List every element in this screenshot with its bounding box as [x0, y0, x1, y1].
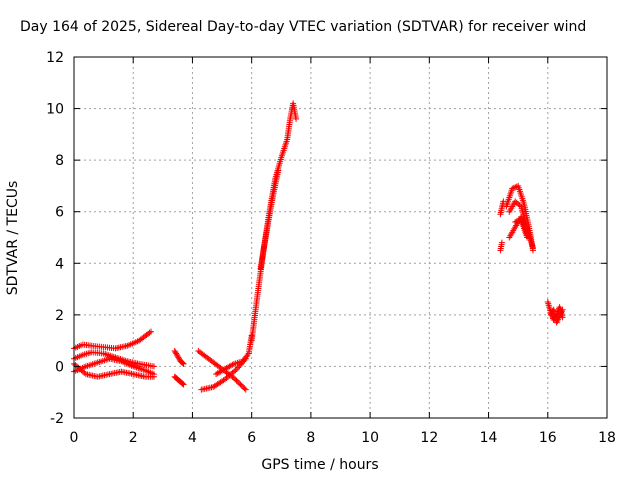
data-point	[176, 355, 183, 362]
chart-title: Day 164 of 2025, Sidereal Day-to-day VTE…	[20, 19, 587, 35]
data-point	[78, 367, 85, 374]
data-point	[171, 347, 178, 354]
data-point	[510, 184, 517, 191]
x-tick-label: 6	[247, 430, 256, 446]
y-tick-label: 8	[55, 153, 64, 169]
data-point	[224, 373, 231, 380]
data-point	[173, 351, 180, 358]
data-point	[235, 364, 242, 371]
data-point	[293, 115, 300, 122]
data-point	[179, 380, 186, 387]
data-point	[515, 217, 522, 224]
x-tick-label: 2	[129, 430, 138, 446]
y-tick-label: 0	[55, 359, 64, 375]
data-point	[81, 369, 88, 376]
data-point	[150, 363, 157, 370]
data-point	[79, 368, 86, 375]
data-point	[516, 202, 523, 209]
axis-ticks: 0 2 4 6 8 10 12 14 16 18 -2 0 2 4 6 8 10 12	[46, 50, 616, 446]
data-point	[230, 368, 237, 375]
data-point	[174, 353, 181, 360]
data-point	[513, 199, 520, 206]
data-point	[509, 185, 516, 192]
data-point	[512, 219, 519, 226]
x-tick-label: 0	[70, 430, 79, 446]
data-point	[515, 200, 522, 207]
data-point	[240, 384, 247, 391]
data-point	[222, 376, 229, 383]
data-points	[71, 100, 566, 393]
data-point	[234, 378, 241, 385]
x-tick-label: 8	[306, 430, 315, 446]
data-point	[173, 350, 180, 357]
data-point	[226, 372, 233, 379]
data-point	[232, 367, 239, 374]
data-point	[233, 377, 240, 384]
data-point	[147, 328, 154, 335]
plot-frame	[73, 56, 608, 419]
data-point	[72, 362, 79, 369]
data-point	[75, 364, 82, 371]
y-tick-label: 2	[55, 308, 64, 324]
data-point	[179, 360, 186, 367]
data-point	[498, 239, 505, 246]
data-point	[237, 381, 244, 388]
data-point	[180, 360, 187, 367]
data-point	[233, 366, 240, 373]
x-tick-label: 12	[420, 430, 438, 446]
data-point	[175, 354, 182, 361]
data-point	[76, 366, 83, 373]
data-point	[512, 198, 519, 205]
grid-lines	[74, 57, 607, 418]
x-tick-label: 10	[361, 430, 379, 446]
x-tick-label: 4	[188, 430, 197, 446]
x-axis-label: GPS time / hours	[261, 457, 379, 473]
data-point	[230, 375, 237, 382]
y-tick-label: 4	[55, 256, 64, 272]
x-tick-label: 18	[598, 430, 616, 446]
data-point	[512, 184, 519, 191]
x-tick-label: 14	[480, 430, 498, 446]
y-tick-label: -2	[50, 411, 64, 427]
x-tick-label: 16	[539, 430, 557, 446]
data-point	[236, 380, 243, 387]
y-tick-label: 10	[46, 102, 64, 118]
data-point	[232, 376, 239, 383]
data-point	[179, 359, 186, 366]
data-point	[180, 381, 187, 388]
data-point	[146, 329, 153, 336]
data-point	[229, 361, 236, 368]
data-point	[529, 244, 536, 251]
data-point	[275, 167, 282, 174]
data-point	[238, 382, 245, 389]
data-point	[227, 371, 234, 378]
data-point	[242, 386, 249, 393]
y-tick-label: 6	[55, 205, 64, 221]
data-point	[223, 375, 230, 382]
y-tick-label: 12	[46, 50, 64, 66]
data-point	[559, 306, 566, 313]
data-point	[150, 373, 157, 380]
data-point	[241, 385, 248, 392]
data-point	[513, 218, 520, 225]
data-point	[524, 234, 531, 241]
data-point	[172, 349, 179, 356]
data-point	[179, 380, 186, 387]
data-point	[229, 369, 236, 376]
